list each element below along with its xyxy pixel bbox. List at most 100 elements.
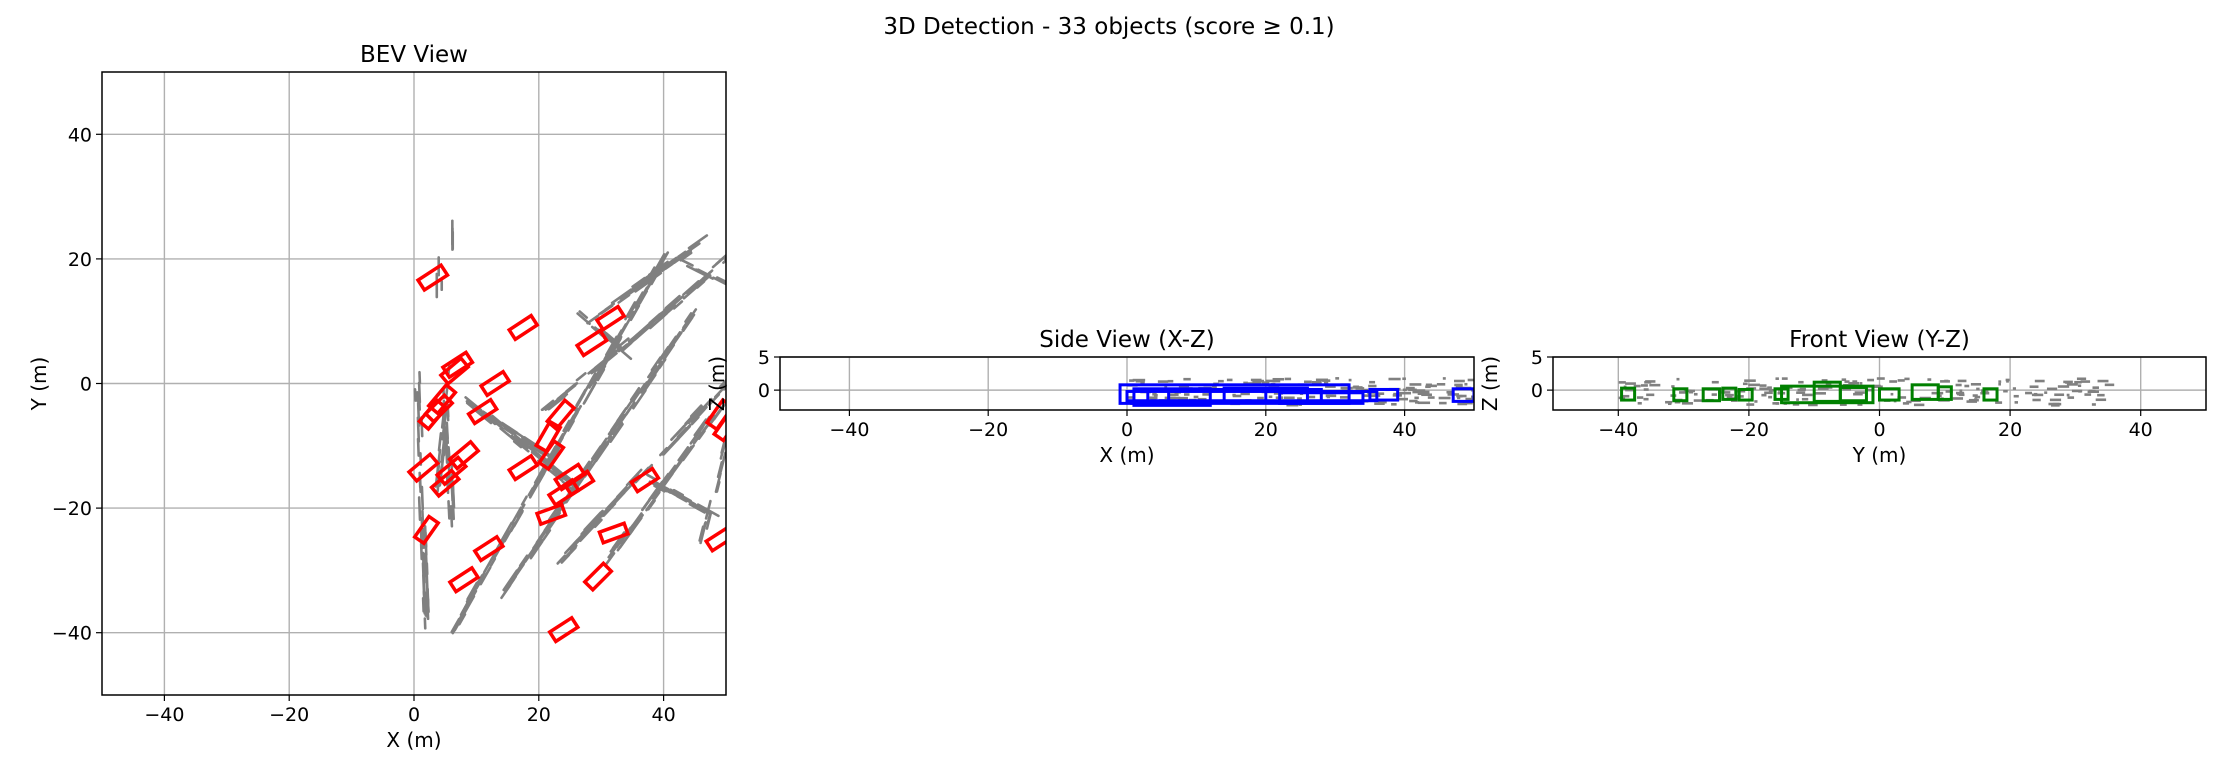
lidar-point xyxy=(629,386,641,401)
lidar-point xyxy=(682,280,700,296)
lidar-point xyxy=(714,472,722,494)
x-tick-label: 20 xyxy=(527,704,551,726)
lidar-point xyxy=(594,518,603,527)
detection-box-bev xyxy=(429,468,462,499)
lidar-point xyxy=(605,332,619,344)
x-tick-label: 20 xyxy=(1998,419,2022,441)
lidar-point xyxy=(426,587,430,613)
lidar-point xyxy=(481,410,503,426)
x-tick-label: 0 xyxy=(408,704,420,726)
detection-box-bev xyxy=(466,397,500,426)
detection-box-bev xyxy=(440,349,475,380)
y-tick-label: 0 xyxy=(1531,380,1543,402)
lidar-point xyxy=(595,439,610,460)
lidar-point xyxy=(677,446,690,462)
lidar-point xyxy=(641,381,649,391)
lidar-point xyxy=(627,514,643,536)
lidar-point xyxy=(667,464,677,476)
y-tick-label: 0 xyxy=(758,380,770,402)
lidar-point xyxy=(658,256,678,271)
front-view-axes: −40 −20 0 20 40 0 5 Front View (Y-Z) Y (m) Z (m) xyxy=(1478,327,2207,467)
lidar-point xyxy=(696,280,706,289)
side-view-axes: −40 −20 0 20 40 0 5 Side View (X-Z) X (m) Z (m) xyxy=(705,327,1475,467)
x-tick-label: −40 xyxy=(1598,419,1638,441)
lidar-point xyxy=(597,308,607,316)
lidar-point xyxy=(627,329,644,343)
lidar-point xyxy=(450,617,461,634)
lidar-point xyxy=(672,300,684,310)
detection-box-bev xyxy=(406,451,441,484)
lidar-point xyxy=(540,399,555,412)
lidar-point xyxy=(586,517,601,533)
lidar-point xyxy=(607,428,616,440)
lidar-point xyxy=(634,280,652,293)
x-tick-label: 40 xyxy=(1393,419,1417,441)
lidar-point xyxy=(698,416,715,438)
lidar-point xyxy=(654,481,670,491)
lidar-point xyxy=(695,408,706,420)
detection-box-bev xyxy=(412,514,441,546)
lidar-point xyxy=(436,448,442,471)
lidar-point xyxy=(712,276,726,286)
lidar-point xyxy=(711,253,726,269)
lidar-point xyxy=(650,311,664,324)
lidar-point xyxy=(620,283,642,300)
lidar-point xyxy=(556,554,567,565)
lidar-point xyxy=(417,381,422,404)
detection-box-front xyxy=(1701,387,1722,403)
lidar-point xyxy=(445,385,449,397)
lidar-point xyxy=(562,419,571,433)
detection-box-bev xyxy=(472,534,506,563)
detection-box-bev xyxy=(423,392,455,425)
lidar-point xyxy=(713,384,726,399)
lidar-point xyxy=(664,294,681,310)
lidar-point xyxy=(524,551,533,563)
lidar-point xyxy=(503,427,514,435)
detection-box-bev xyxy=(594,304,627,333)
lidar-point xyxy=(465,400,475,408)
detection-box-bev xyxy=(478,369,512,398)
lidar-point xyxy=(658,312,668,321)
lidar-point xyxy=(522,438,532,446)
lidar-point xyxy=(662,335,678,356)
lidar-point xyxy=(724,257,726,261)
x-axis-label: X (m) xyxy=(1099,443,1154,467)
lidar-point xyxy=(638,289,649,305)
lidar-point xyxy=(548,506,559,521)
lidar-point xyxy=(447,464,452,488)
lidar-point xyxy=(684,312,693,323)
lidar-point xyxy=(686,285,697,295)
lidar-point xyxy=(697,397,713,414)
detection-box-front xyxy=(1721,386,1738,401)
lidar-point xyxy=(624,401,636,416)
detection-box-bev xyxy=(582,560,614,593)
lidar-point xyxy=(689,404,703,418)
lidar-point xyxy=(516,503,526,518)
x-tick-label: −40 xyxy=(144,704,184,726)
detection-box-front xyxy=(1672,387,1689,403)
lidar-point xyxy=(489,557,497,567)
detection-box-front xyxy=(1982,387,1999,402)
lidar-point xyxy=(465,580,480,603)
lidar-point xyxy=(716,460,724,479)
lidar-point xyxy=(604,552,616,567)
lidar-point xyxy=(442,443,447,457)
detection-box-bev xyxy=(574,328,610,358)
plot-area xyxy=(1618,377,2115,407)
lidar-point xyxy=(706,512,712,525)
lidar-point xyxy=(512,510,524,528)
y-tick-label: 20 xyxy=(68,249,92,271)
lidar-point xyxy=(499,422,517,435)
lidar-point xyxy=(607,420,619,436)
lidar-point xyxy=(677,257,694,267)
axes-title: Side View (X-Z) xyxy=(1039,327,1215,353)
lidar-point xyxy=(447,499,451,520)
lidar-point xyxy=(420,485,425,511)
bev-axes: −40 −20 0 20 40 −40 −20 0 20 40 BEV View X (m) Y (m) xyxy=(27,42,727,752)
lidar-point xyxy=(544,445,557,465)
lidar-point xyxy=(504,523,516,540)
lidar-point xyxy=(421,551,425,569)
lidar-point xyxy=(716,276,726,284)
lidar-point xyxy=(694,405,704,416)
